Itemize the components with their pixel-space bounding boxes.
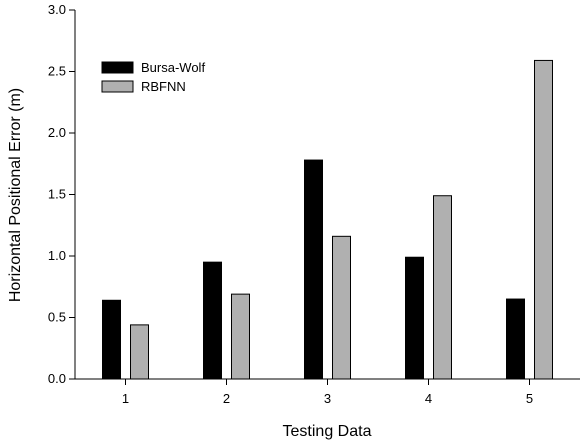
x-tick-label: 5 [526, 391, 533, 406]
y-tick-label: 0.5 [48, 310, 66, 325]
x-ticks: 1 2 3 4 5 [122, 379, 533, 406]
x-tick-label: 3 [324, 391, 331, 406]
bar-rbfnn-1 [130, 324, 149, 380]
y-tick-label: 0.0 [48, 371, 66, 386]
y-ticks: 0.0 0.5 1.0 1.5 2.0 2.5 3.0 [48, 2, 75, 386]
legend-label: Bursa-Wolf [141, 60, 205, 75]
y-tick-label: 1.0 [48, 248, 66, 263]
x-tick-label: 4 [425, 391, 432, 406]
y-tick-label: 1.5 [48, 187, 66, 202]
legend-swatch-rbfnn [101, 80, 134, 93]
y-tick-label: 3.0 [48, 2, 66, 17]
bar-bursa-wolf-3 [304, 159, 323, 380]
x-tick-label: 2 [223, 391, 230, 406]
bar-bursa-wolf-5 [506, 298, 525, 380]
bar-bursa-wolf-1 [102, 299, 121, 380]
y-axis-title: Horizontal Positional Error (m) [7, 88, 24, 302]
bars [102, 59, 553, 380]
x-axis-title: Testing Data [283, 423, 372, 440]
legend-swatch-bursa-wolf [101, 61, 134, 74]
x-tick-label: 1 [122, 391, 129, 406]
legend: Bursa-Wolf RBFNN [101, 60, 205, 94]
bar-rbfnn-5 [534, 59, 553, 380]
bar-rbfnn-2 [231, 293, 250, 380]
bar-bursa-wolf-2 [203, 261, 222, 380]
y-tick-label: 2.0 [48, 125, 66, 140]
y-tick-label: 2.5 [48, 64, 66, 79]
legend-label: RBFNN [141, 79, 186, 94]
bar-bursa-wolf-4 [405, 256, 424, 380]
bar-rbfnn-4 [433, 195, 452, 380]
bar-rbfnn-3 [332, 235, 351, 380]
